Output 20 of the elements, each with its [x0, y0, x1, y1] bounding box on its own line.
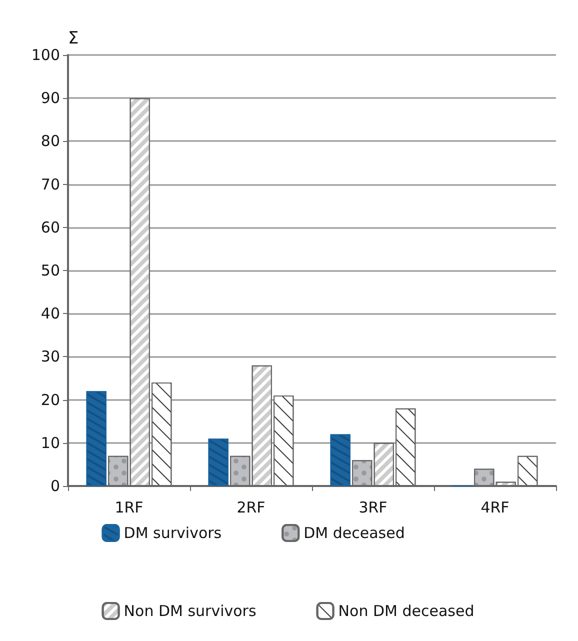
legend-label: DM deceased — [304, 524, 405, 542]
y-tick-label: 50 — [40, 262, 60, 280]
y-tick-label: 10 — [40, 434, 60, 452]
y-tick-label: 60 — [40, 218, 60, 236]
y-tick-label: 20 — [40, 390, 60, 409]
x-tick-label: 4RF — [480, 498, 510, 516]
y-tick-label: 80 — [40, 132, 60, 150]
y-tick-label: 40 — [40, 304, 60, 323]
y-tick-label: 100 — [31, 46, 60, 64]
legend-label: DM survivors — [124, 524, 222, 542]
y-tick-label: 30 — [40, 348, 60, 366]
y-tick-label: 0 — [50, 477, 60, 495]
y-axis-title: Σ — [68, 28, 79, 48]
legend-label: Non DM survivors — [124, 602, 256, 620]
y-tick-label: 70 — [40, 175, 60, 194]
x-tick-label: 2RF — [236, 498, 266, 516]
y-tick-label: 90 — [40, 89, 60, 108]
legend-label: Non DM deceased — [338, 602, 474, 620]
x-tick-label: 1RF — [114, 498, 144, 516]
x-tick-label: 3RF — [358, 498, 388, 516]
